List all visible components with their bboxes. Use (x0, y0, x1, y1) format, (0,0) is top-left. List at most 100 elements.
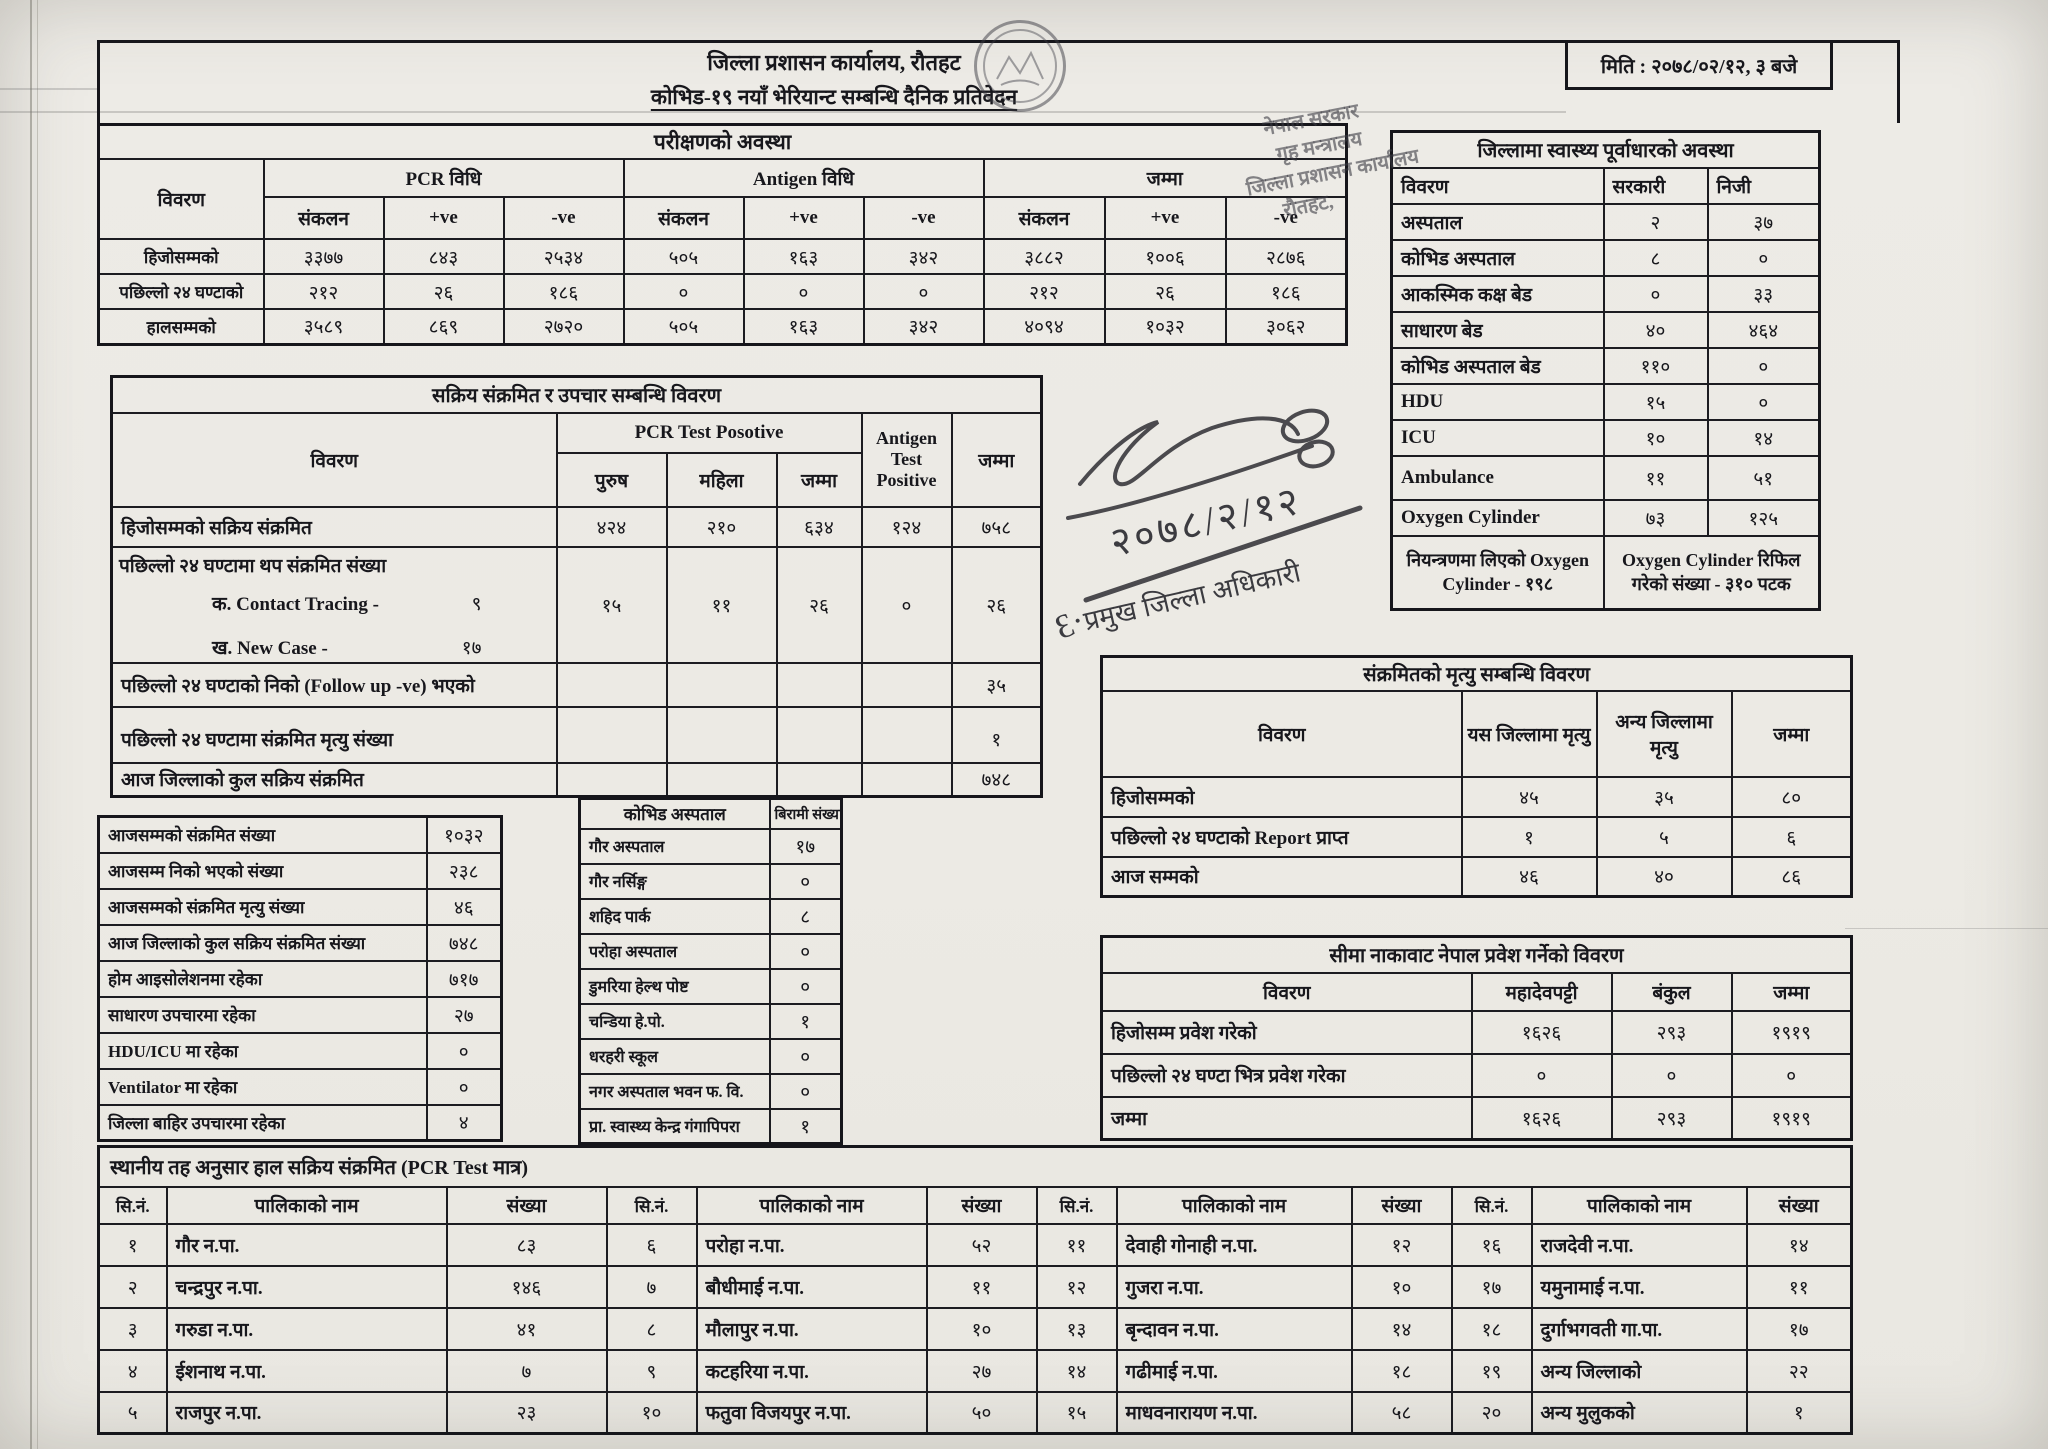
header-cell: PCR Test Posotive (555, 411, 863, 454)
value-cell: ८६९ (382, 308, 505, 345)
value-cell: १६३ (742, 238, 865, 275)
sn-cell: १ (97, 1222, 168, 1267)
sn-cell: ७ (605, 1264, 698, 1309)
value-cell: २१० (665, 505, 778, 548)
label-cell: जम्मा (1100, 1095, 1473, 1141)
label-cell: डुमरिया हेल्थ पोष्ट (578, 967, 771, 1005)
table-row: विवरण महादेवपट्टी बंकुल जम्मा (1100, 971, 1853, 1012)
value-cell: ७४८ (425, 923, 503, 962)
sn-cell: १६ (1450, 1222, 1533, 1267)
value-cell: ४२४ (555, 505, 668, 548)
header-cell: पालिकाको नाम (1115, 1185, 1353, 1225)
municipality-active-table: स्थानीय तह अनुसार हाल सक्रिय संक्रमित (P… (97, 1145, 1854, 1435)
name-cell: अन्य जिल्लाको (1530, 1348, 1748, 1393)
sn-cell: ११ (1035, 1222, 1118, 1267)
sn-cell: १२ (1035, 1264, 1118, 1309)
empty-cell (555, 661, 668, 708)
table-row: विवरण PCR Test Posotive Antigen Test Pos… (110, 411, 1043, 508)
label-cell: आज जिल्लाको कुल सक्रिय संक्रमित (110, 761, 558, 798)
header-cell: -ve (862, 196, 985, 240)
scan-fold-line (30, 0, 32, 1449)
header-cell: -ve (1224, 196, 1348, 240)
label-cell: होम आइसोलेशनमा रहेका (97, 959, 428, 998)
value-cell: १०३२ (1103, 308, 1227, 345)
table-row: Oxygen Cylinder ७३ १२५ (1390, 498, 1821, 537)
table-row: HDU १५ ० (1390, 382, 1821, 421)
value-cell: ७५८ (950, 505, 1043, 548)
empty-cell (775, 705, 863, 764)
header-cell: जम्मा (950, 411, 1043, 508)
table-row: हालसम्मको ३५८९ ८६९ २७२० ५०५ १६३ ३४२ ४०९४ १०३२… (97, 308, 1348, 345)
table-row: सीमा नाकावाट नेपाल प्रवेश गर्नेको विवरण (1100, 935, 1853, 974)
count-cell: १२ (1350, 1222, 1453, 1267)
value-cell: २६ (382, 273, 505, 310)
table-row: हिजोसम्मको ३३७७ ८४३ २५३४ ५०५ १६३ ३४२ ३८८२ १००… (97, 238, 1348, 275)
label-cell: शहिद पार्क (578, 897, 771, 935)
count-cell: २७ (925, 1348, 1038, 1393)
table-row: डुमरिया हेल्थ पोष्ट ० (578, 967, 843, 1005)
value-cell: ६ (1730, 815, 1853, 858)
value-cell: ० (862, 273, 985, 310)
table-row: विवरण PCR विधि Antigen विधि जम्मा (97, 158, 1348, 240)
signature-scribble-icon (1066, 408, 1363, 603)
name-cell: कटहरिया न.पा. (695, 1348, 928, 1393)
value-cell: ८० (1730, 775, 1853, 818)
sn-cell: १३ (1035, 1306, 1118, 1351)
table-row: अस्पताल २ ३७ (1390, 202, 1821, 241)
label-cell: आजसम्मको संक्रमित मृत्यु संख्या (97, 887, 428, 926)
label-cell: कोभिड अस्पताल (1390, 238, 1605, 277)
name-cell: देवाही गोनाही न.पा. (1115, 1222, 1353, 1267)
table-row: गौर नर्सिङ्ग ० (578, 862, 843, 900)
table-row: साधारण उपचारमा रहेका २७ (97, 995, 503, 1034)
header-cell: जम्मा (982, 158, 1348, 198)
table-row: कोभिड अस्पताल ८ ० (1390, 238, 1821, 277)
label-cell: Ambulance (1390, 454, 1605, 501)
table-row: आजसम्म निको भएको संख्या २३८ (97, 851, 503, 890)
label-cell: साधारण उपचारमा रहेका (97, 995, 428, 1034)
value-cell: १५ (1602, 382, 1709, 421)
label-cell: अस्पताल (1390, 202, 1605, 241)
label-cell: आज जिल्लाको कुल सक्रिय संक्रमित संख्या (97, 923, 428, 962)
government-seal-stamp-icon (974, 20, 1066, 112)
name-cell: गढीमाई न.पा. (1115, 1348, 1353, 1393)
header-cell: विवरण (110, 411, 558, 508)
sn-cell: ६ (605, 1222, 698, 1267)
label-cell: प्रा. स्वास्थ्य केन्द्र गंगापिपरा (578, 1107, 771, 1145)
table-row: कोभिड अस्पताल बिरामी संख्या (578, 797, 843, 830)
table-row: कोभिड अस्पताल बेड ११० ० (1390, 346, 1821, 385)
value-cell: ० (622, 273, 745, 310)
value-cell: ३७ (1706, 202, 1821, 241)
value-cell: १ (1460, 815, 1598, 858)
value-cell: ५ (1595, 815, 1733, 858)
value-cell: ३०६२ (1224, 308, 1348, 345)
header-cell: पालिकाको नाम (695, 1185, 928, 1225)
count-cell: १४६ (445, 1264, 608, 1309)
table-row: गौर अस्पताल १७ (578, 827, 843, 865)
report-title: कोभिड-१९ नयाँ भेरियान्ट सम्बन्धि दैनिक प… (650, 85, 1018, 109)
caption-cell: परीक्षणको अवस्था (97, 123, 1348, 160)
table-row: चन्डिया हे.पो. १ (578, 1002, 843, 1040)
value-cell: ० (768, 932, 843, 970)
count-cell: १४ (1350, 1306, 1453, 1351)
value-cell: २९३ (1610, 1095, 1733, 1141)
name-cell: गुजरा न.पा. (1115, 1264, 1353, 1309)
value-cell: ५०५ (622, 238, 745, 275)
header-cell: विवरण (97, 158, 265, 240)
sn-cell: ८ (605, 1306, 698, 1351)
sn-cell: ५ (97, 1390, 168, 1435)
label-cell: साधारण बेड (1390, 310, 1605, 349)
name-cell: परोहा न.पा. (695, 1222, 928, 1267)
header-cell: महिला (665, 451, 778, 508)
header-cell: पुरुष (555, 451, 668, 508)
value-cell: १६२६ (1470, 1009, 1613, 1055)
value-cell: ५१ (1706, 454, 1821, 501)
label-cell: ICU (1390, 418, 1605, 457)
value-cell: १९१९ (1730, 1095, 1853, 1141)
caption-cell: सीमा नाकावाट नेपाल प्रवेश गर्नेको विवरण (1100, 935, 1853, 974)
empty-cell (665, 705, 778, 764)
table-row: विवरण सरकारी निजी (1390, 166, 1821, 205)
value-cell: २६ (1103, 273, 1227, 310)
count-cell: १७ (1745, 1306, 1853, 1351)
count-cell: १८ (1350, 1348, 1453, 1393)
